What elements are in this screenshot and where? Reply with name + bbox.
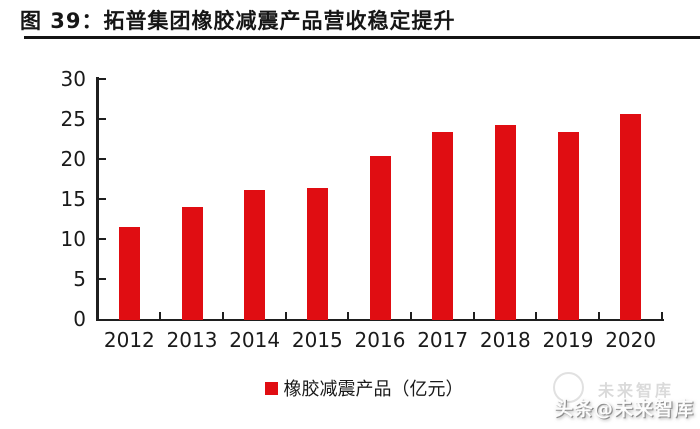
legend-marker-swatch <box>264 381 278 395</box>
legend-label: 橡胶减震产品（亿元） <box>283 379 464 400</box>
y-tick-label: 20 <box>60 146 86 171</box>
x-tick-label-2017: 2017 <box>417 328 469 352</box>
x-tick-label-2015: 2015 <box>291 328 343 352</box>
bar-2018 <box>494 124 516 321</box>
bar-2012 <box>118 226 140 321</box>
bar-2019 <box>557 131 579 321</box>
y-tick-label: 30 <box>60 67 86 91</box>
x-tick-label-2016: 2016 <box>354 328 406 352</box>
x-tick <box>159 311 162 319</box>
y-tick-label: 0 <box>73 306 86 331</box>
x-tick-label-2013: 2013 <box>166 328 218 352</box>
y-tick <box>98 117 106 120</box>
x-tick-label-2020: 2020 <box>605 328 657 352</box>
y-tick <box>98 197 106 200</box>
y-tick-label: 5 <box>73 266 86 291</box>
y-axis-line <box>96 77 99 321</box>
bar-2016 <box>369 155 391 321</box>
x-tick <box>347 311 350 319</box>
x-tick <box>409 311 412 319</box>
x-tick <box>284 311 287 319</box>
bar-2013 <box>181 206 203 321</box>
x-tick <box>597 311 600 319</box>
x-tick <box>660 311 663 319</box>
figure-title: 图 39：拓普集团橡胶减震产品营收稳定提升 <box>20 9 456 33</box>
y-tick-label: 15 <box>60 186 86 211</box>
chart-legend: 橡胶减震产品（亿元） <box>14 375 700 401</box>
x-tick-label-2018: 2018 <box>479 328 531 352</box>
y-tick <box>98 237 106 240</box>
y-tick <box>98 277 106 280</box>
bar-2015 <box>306 188 328 321</box>
y-tick <box>98 78 106 80</box>
bar-2020 <box>620 114 642 321</box>
y-tick-label: 10 <box>60 226 86 251</box>
title-divider <box>24 36 700 39</box>
y-tick <box>98 157 106 160</box>
x-tick <box>221 311 224 319</box>
bar-2017 <box>432 132 454 321</box>
x-tick <box>472 311 475 319</box>
x-tick-label-2019: 2019 <box>542 328 594 352</box>
x-tick <box>535 311 538 319</box>
x-tick-label-2012: 2012 <box>103 328 155 352</box>
x-tick-label-2014: 2014 <box>229 328 281 352</box>
bar-2014 <box>244 189 266 321</box>
y-tick-label: 25 <box>60 106 86 131</box>
